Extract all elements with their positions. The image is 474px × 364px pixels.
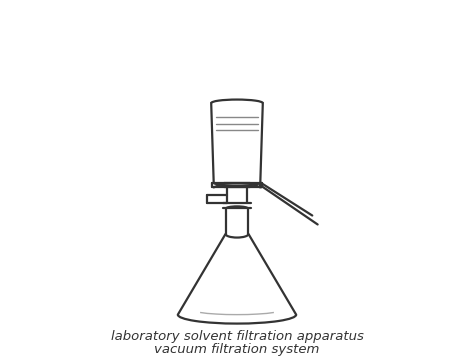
- Text: laboratory solvent filtration apparatus: laboratory solvent filtration apparatus: [110, 331, 364, 343]
- Text: vacuum filtration system: vacuum filtration system: [155, 343, 319, 356]
